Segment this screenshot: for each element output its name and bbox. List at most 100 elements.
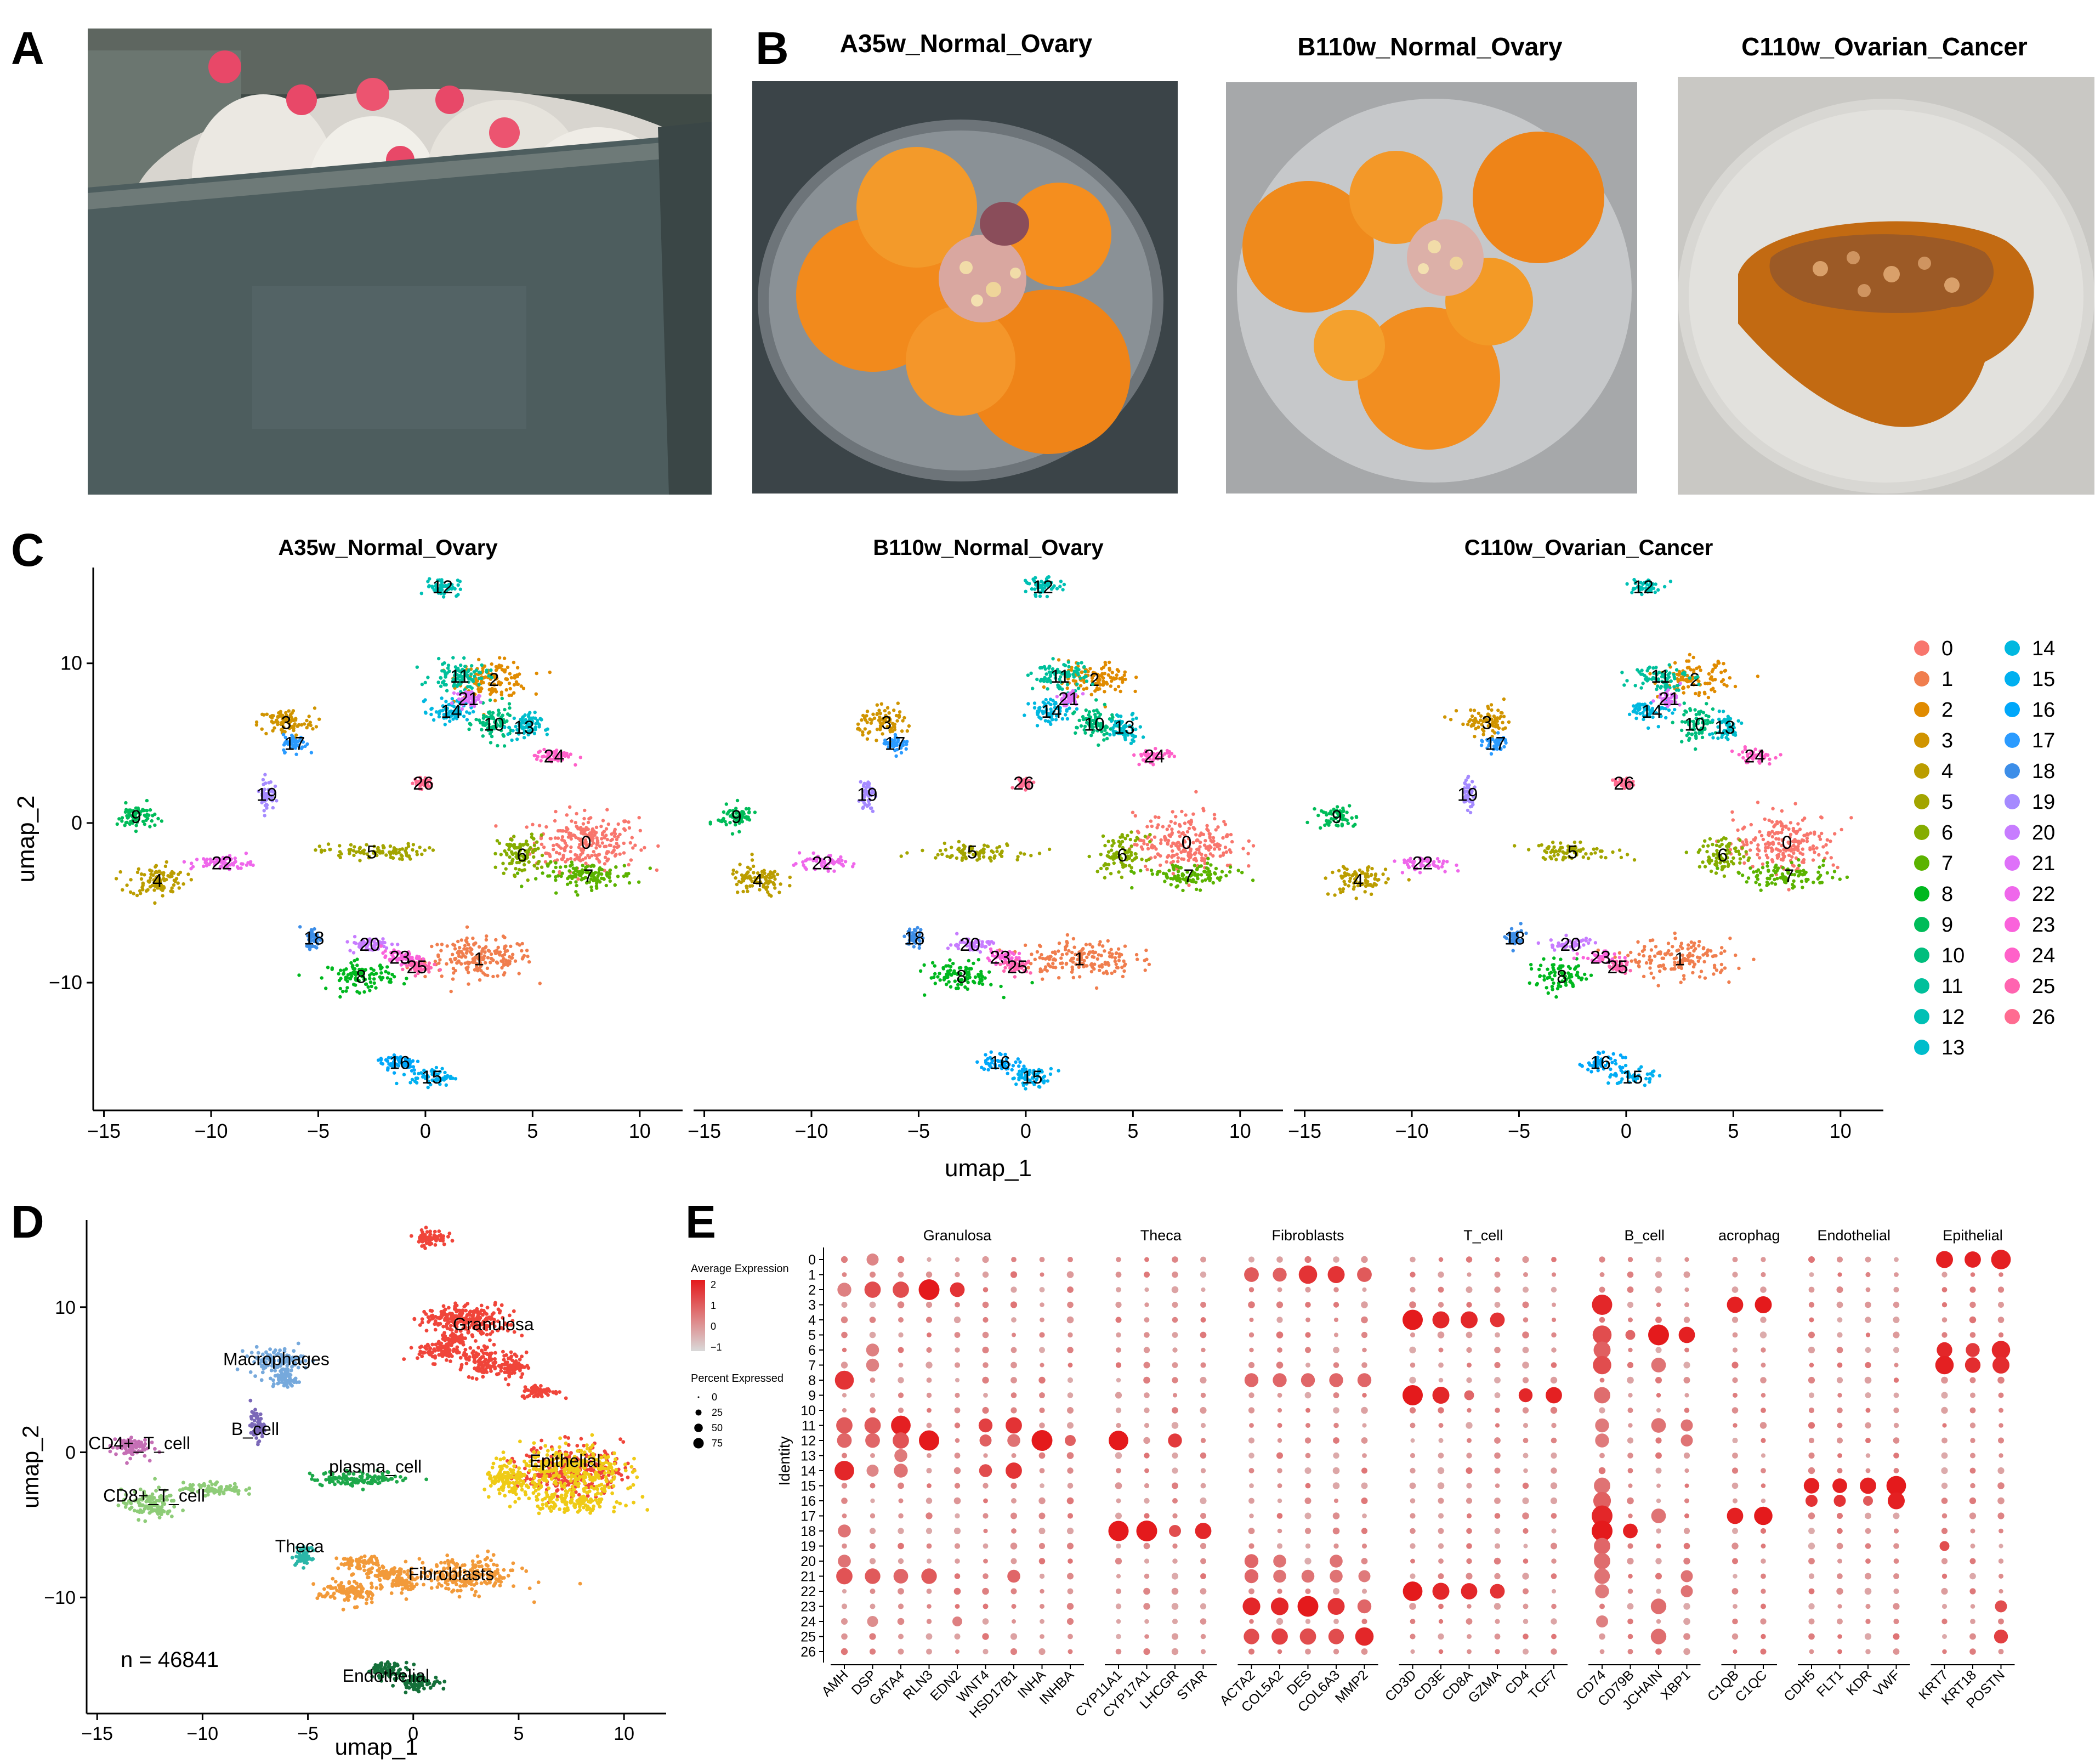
umap-point bbox=[1733, 684, 1738, 689]
umap-point bbox=[154, 864, 158, 867]
umap-point bbox=[286, 721, 290, 724]
umap-point bbox=[461, 696, 464, 701]
umap-point bbox=[1770, 835, 1774, 839]
umap-point bbox=[353, 967, 357, 971]
umap-point bbox=[412, 1071, 417, 1076]
umap-point bbox=[1029, 854, 1033, 858]
umap-point bbox=[490, 714, 493, 718]
umap-point bbox=[1673, 931, 1677, 935]
umap-point bbox=[618, 832, 622, 836]
umap-point bbox=[265, 806, 269, 810]
umap-point bbox=[938, 978, 942, 982]
umap-point bbox=[481, 723, 485, 727]
umap-point bbox=[1117, 955, 1121, 958]
umap-point bbox=[579, 837, 583, 841]
umap-point bbox=[369, 967, 373, 971]
cluster-label: 21 bbox=[1058, 689, 1079, 710]
umap-point bbox=[263, 787, 266, 791]
umap-point bbox=[366, 985, 370, 989]
umap-point bbox=[296, 724, 299, 728]
umap-point bbox=[946, 974, 950, 978]
umap-point bbox=[605, 837, 610, 842]
umap-point bbox=[1817, 853, 1821, 857]
umap-point bbox=[162, 877, 166, 881]
umap-point bbox=[1787, 888, 1791, 892]
umap-point bbox=[430, 944, 434, 949]
umap-point bbox=[1720, 946, 1724, 950]
umap-point bbox=[459, 663, 463, 667]
umap-point bbox=[1208, 852, 1212, 856]
cluster-label: 2 bbox=[1690, 670, 1700, 690]
umap-point bbox=[1223, 846, 1228, 849]
umap-point bbox=[559, 846, 563, 850]
umap-point bbox=[440, 584, 444, 588]
umap-point bbox=[315, 946, 319, 950]
umap-point bbox=[371, 948, 375, 952]
umap-point bbox=[505, 843, 509, 847]
umap-point bbox=[902, 716, 906, 720]
umap-point bbox=[1010, 1068, 1014, 1072]
umap-point bbox=[1191, 841, 1195, 844]
umap-point bbox=[504, 852, 509, 855]
umap-point bbox=[558, 852, 561, 855]
umap-point bbox=[480, 728, 484, 731]
umap-point bbox=[1101, 834, 1105, 838]
umap-point bbox=[467, 943, 470, 946]
umap-point bbox=[980, 1065, 984, 1069]
umap-point bbox=[152, 888, 156, 892]
umap-point bbox=[455, 684, 459, 688]
umap-point bbox=[465, 925, 469, 929]
umap-point bbox=[1203, 839, 1207, 843]
umap-point bbox=[1101, 944, 1105, 948]
umap-point bbox=[608, 868, 612, 872]
umap-point bbox=[1149, 845, 1154, 849]
umap-point bbox=[151, 873, 155, 877]
umap-point bbox=[1617, 951, 1622, 955]
umap-point bbox=[1108, 666, 1111, 671]
umap-point bbox=[503, 725, 507, 729]
umap-point bbox=[476, 697, 480, 701]
umap-point bbox=[351, 849, 355, 853]
umap-point bbox=[508, 687, 512, 691]
umap-point bbox=[584, 861, 588, 865]
umap-point bbox=[428, 846, 432, 850]
umap-point bbox=[536, 755, 540, 759]
umap-point bbox=[416, 1059, 420, 1063]
umap-point bbox=[351, 971, 355, 974]
umap-point bbox=[1169, 844, 1173, 848]
umap-point bbox=[992, 856, 996, 860]
umap-point bbox=[1132, 753, 1136, 757]
umap-point bbox=[514, 724, 518, 729]
umap-point bbox=[402, 1073, 406, 1076]
umap-point bbox=[734, 876, 737, 880]
umap-point bbox=[359, 851, 362, 855]
umap-point bbox=[1694, 691, 1697, 696]
umap-point bbox=[1711, 954, 1715, 958]
umap-point bbox=[1644, 961, 1649, 965]
umap-point bbox=[444, 1083, 448, 1087]
x-tick-label: 10 bbox=[1229, 1120, 1251, 1142]
umap-point bbox=[137, 816, 141, 821]
umap-point bbox=[462, 714, 466, 718]
umap-point bbox=[389, 850, 393, 854]
umap-point bbox=[1758, 830, 1762, 834]
umap-point bbox=[480, 676, 484, 680]
x-tick-label: −15 bbox=[87, 1120, 121, 1142]
umap-point bbox=[428, 577, 432, 581]
umap-point bbox=[1212, 813, 1217, 816]
umap-point bbox=[871, 809, 875, 813]
umap-point bbox=[418, 846, 422, 849]
umap-point bbox=[1712, 972, 1716, 976]
umap-point bbox=[569, 881, 572, 884]
umap-point bbox=[569, 752, 573, 756]
umap-point bbox=[508, 713, 512, 717]
umap-point bbox=[535, 840, 539, 844]
umap-point bbox=[1137, 762, 1141, 767]
umap-point bbox=[598, 844, 602, 848]
umap-point bbox=[530, 832, 534, 836]
umap-point bbox=[1649, 948, 1654, 952]
umap-point bbox=[1071, 679, 1076, 683]
umap-point bbox=[305, 718, 309, 723]
umap-point bbox=[470, 697, 474, 701]
umap-point bbox=[527, 848, 531, 852]
